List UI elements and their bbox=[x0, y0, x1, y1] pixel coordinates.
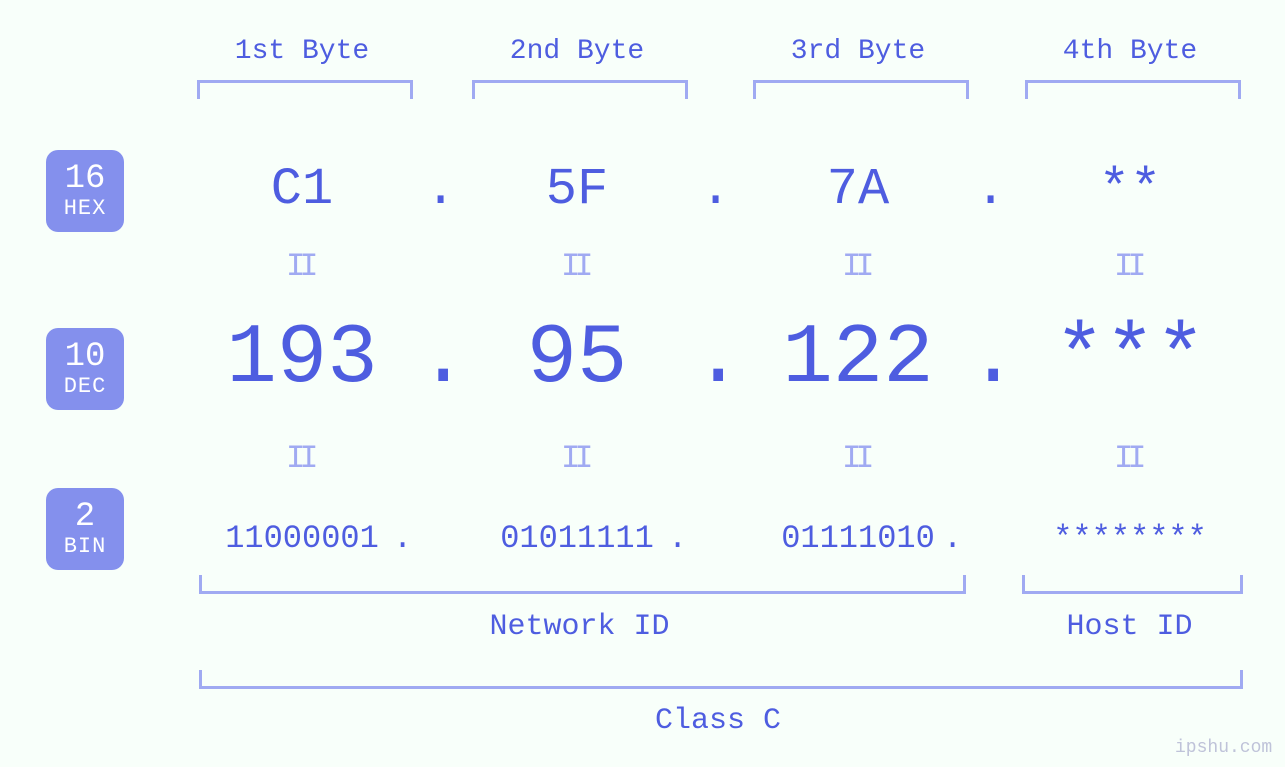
byte-label-3: 3rd Byte bbox=[778, 36, 938, 67]
bin-dot-1: . bbox=[393, 520, 412, 557]
badge-number: 16 bbox=[65, 162, 106, 198]
hex-byte-2: 5F bbox=[477, 160, 677, 219]
byte-label-1: 1st Byte bbox=[222, 36, 382, 67]
equals-bottom-2: II bbox=[561, 440, 587, 477]
equals-bottom-1: II bbox=[286, 440, 312, 477]
network-id-label: Network ID bbox=[199, 610, 960, 644]
class-label: Class C bbox=[199, 704, 1237, 738]
dec-byte-3: 122 bbox=[738, 312, 978, 407]
dec-byte-4: *** bbox=[1010, 312, 1250, 407]
base-badge-dec: 10DEC bbox=[46, 328, 124, 410]
equals-top-4: II bbox=[1114, 248, 1140, 285]
bin-byte-1: 11000001 bbox=[182, 520, 422, 557]
dec-dot-2: . bbox=[693, 312, 743, 407]
bin-dot-2: . bbox=[668, 520, 687, 557]
dec-dot-3: . bbox=[968, 312, 1018, 407]
byte-label-4: 4th Byte bbox=[1050, 36, 1210, 67]
equals-bottom-3: II bbox=[842, 440, 868, 477]
hex-byte-1: C1 bbox=[202, 160, 402, 219]
equals-top-1: II bbox=[286, 248, 312, 285]
hex-dot-3: . bbox=[975, 160, 1006, 219]
network-id-bracket bbox=[199, 575, 966, 594]
byte-bracket-2 bbox=[472, 80, 688, 99]
host-id-bracket bbox=[1022, 575, 1243, 594]
hex-dot-2: . bbox=[700, 160, 731, 219]
byte-bracket-4 bbox=[1025, 80, 1241, 99]
equals-top-2: II bbox=[561, 248, 587, 285]
hex-byte-4: ** bbox=[1030, 160, 1230, 219]
hex-dot-1: . bbox=[425, 160, 456, 219]
badge-number: 10 bbox=[65, 340, 106, 376]
badge-sub: HEX bbox=[64, 197, 107, 220]
bin-byte-2: 01011111 bbox=[457, 520, 697, 557]
equals-bottom-4: II bbox=[1114, 440, 1140, 477]
bin-dot-3: . bbox=[943, 520, 962, 557]
ip-diagram: 1st Byte 2nd Byte 3rd Byte 4th Byte 16HEX 10D… bbox=[0, 0, 1285, 767]
byte-bracket-3 bbox=[753, 80, 969, 99]
hex-byte-3: 7A bbox=[758, 160, 958, 219]
base-badge-hex: 16HEX bbox=[46, 150, 124, 232]
dec-byte-1: 193 bbox=[182, 312, 422, 407]
equals-top-3: II bbox=[842, 248, 868, 285]
badge-number: 2 bbox=[75, 500, 95, 536]
bin-byte-3: 01111010 bbox=[738, 520, 978, 557]
dec-byte-2: 95 bbox=[457, 312, 697, 407]
host-id-label: Host ID bbox=[1022, 610, 1237, 644]
badge-sub: BIN bbox=[64, 535, 107, 558]
dec-dot-1: . bbox=[418, 312, 468, 407]
watermark: ipshu.com bbox=[1175, 738, 1272, 758]
byte-label-2: 2nd Byte bbox=[497, 36, 657, 67]
base-badge-bin: 2BIN bbox=[46, 488, 124, 570]
class-bracket bbox=[199, 670, 1243, 689]
bin-byte-4: ******** bbox=[1010, 520, 1250, 557]
badge-sub: DEC bbox=[64, 375, 107, 398]
byte-bracket-1 bbox=[197, 80, 413, 99]
